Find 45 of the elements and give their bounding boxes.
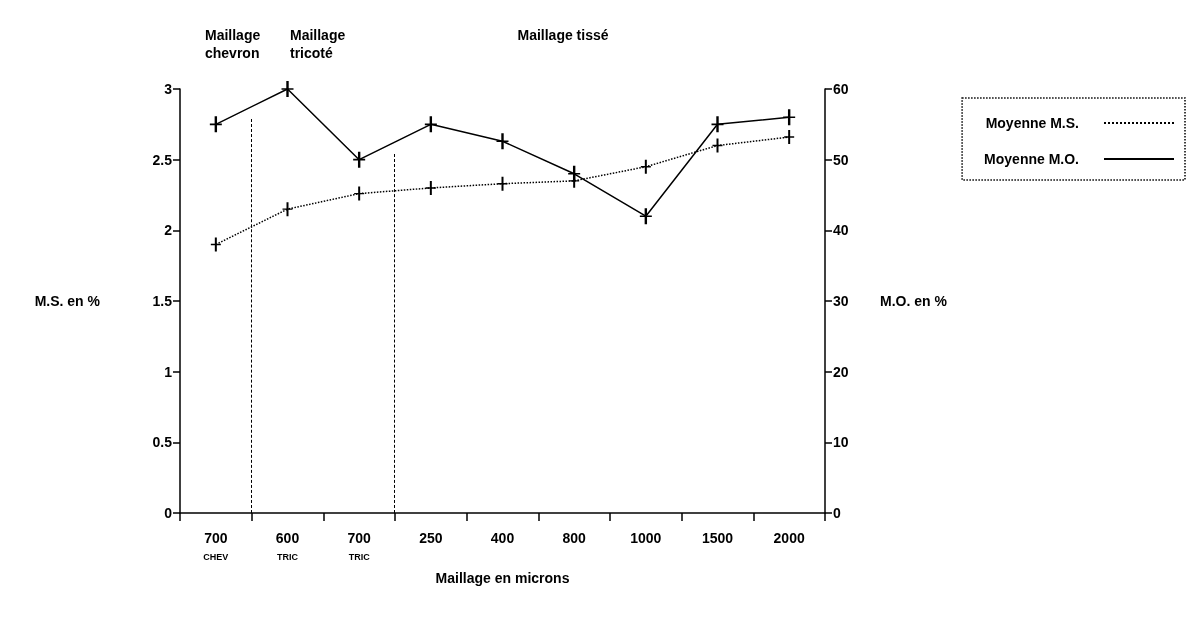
legend-label: Moyenne M.O. [984, 151, 1079, 167]
text: Maillage tricoté [290, 27, 346, 61]
y2-tick-label: 40 [833, 222, 849, 239]
y2-tick-label: 0 [833, 505, 841, 521]
y2-tick-label: 60 [833, 81, 849, 97]
x-axis-title: Maillage en microns [435, 570, 570, 586]
x-tick-label: 1500 [701, 530, 734, 546]
y-tick-label: 2 [164, 222, 173, 239]
point [711, 116, 724, 133]
y2-tick-label: 50 [833, 151, 849, 168]
point [784, 130, 795, 145]
x-tick-label: 600 TRIC [275, 530, 300, 562]
x-tick-label: 1000 [630, 530, 662, 546]
x-tick-label: 250 [419, 530, 443, 546]
point [497, 176, 508, 191]
point [354, 186, 365, 201]
point [568, 165, 581, 182]
x-tick-label: 2000 [773, 530, 805, 546]
x-tick-label: 700 CHEV [203, 530, 229, 562]
y-tick-label: 0 [164, 505, 173, 521]
point [282, 202, 293, 217]
point [210, 237, 221, 252]
y-tick-label: 0.5 [152, 434, 173, 451]
point [640, 159, 651, 174]
point [425, 180, 436, 195]
y2-tick-label: 10 [833, 434, 849, 451]
text: Maillage tissé [517, 27, 609, 43]
y2-axis-title: M.O. en % [880, 293, 948, 309]
y-tick-label: 3 [164, 81, 173, 97]
legend-label: Moyenne M.S. [985, 115, 1079, 131]
y-axis-title: M.S. en % [34, 293, 101, 309]
point [496, 133, 509, 150]
point [639, 208, 652, 225]
x-tick-label: 700 TRIC [347, 530, 372, 562]
x-tick-label: 400 [490, 530, 515, 546]
y2-tick-label: 20 [833, 363, 849, 380]
y2-tick-label: 30 [833, 293, 849, 309]
y-tick-label: 2.5 [152, 151, 173, 168]
point [281, 81, 294, 97]
x-tick-label: 800 [562, 530, 587, 546]
y-tick-label: 1 [164, 363, 173, 380]
point [783, 109, 796, 126]
text: Maillage chevron [205, 27, 261, 61]
point [712, 138, 723, 153]
y-tick-label: 1.5 [152, 293, 173, 309]
